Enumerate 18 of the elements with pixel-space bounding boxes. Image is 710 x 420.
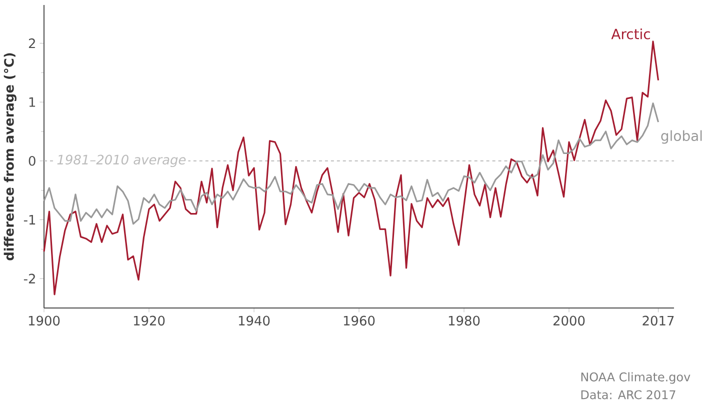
y-tick-label: 1 [29,97,36,107]
x-tick-label: 1940 [238,316,270,326]
y-tick-label: -1 [24,215,36,224]
text: NOAA Climate.gov [581,372,690,384]
y-tick-label: 2 [28,38,35,48]
x-tick-label: 2017 [642,316,674,326]
x-tick-label: 1900 [28,316,60,326]
series-label: Arctic [611,28,650,40]
x-tick-label: 2000 [553,316,585,326]
ref-line-label: 1981–2010 average [57,154,186,168]
y-tick-label: 0 [28,156,36,166]
x-tick-label: 1920 [134,316,165,326]
text: Data: ARC 2017 [581,390,676,400]
series-label: global [661,130,702,144]
x-tick-label: 1960 [344,316,375,326]
y-tick-label: -2 [24,274,35,284]
x-tick-label: 1980 [448,316,480,326]
y-axis-title: difference from average (°C) [4,53,16,260]
